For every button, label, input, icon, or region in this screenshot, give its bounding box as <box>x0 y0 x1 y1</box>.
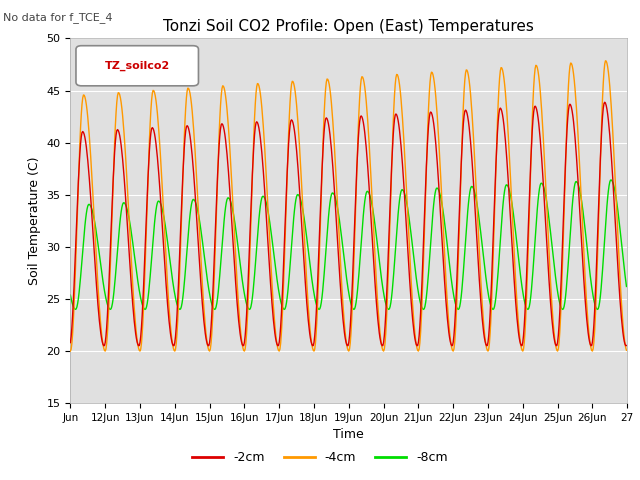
Text: No data for f_TCE_4: No data for f_TCE_4 <box>3 12 113 23</box>
Text: TZ_soilco2: TZ_soilco2 <box>104 60 170 71</box>
Y-axis label: Soil Temperature (C): Soil Temperature (C) <box>28 156 41 285</box>
X-axis label: Time: Time <box>333 429 364 442</box>
Title: Tonzi Soil CO2 Profile: Open (East) Temperatures: Tonzi Soil CO2 Profile: Open (East) Temp… <box>163 20 534 35</box>
Legend: -2cm, -4cm, -8cm: -2cm, -4cm, -8cm <box>187 446 453 469</box>
FancyBboxPatch shape <box>76 46 198 86</box>
